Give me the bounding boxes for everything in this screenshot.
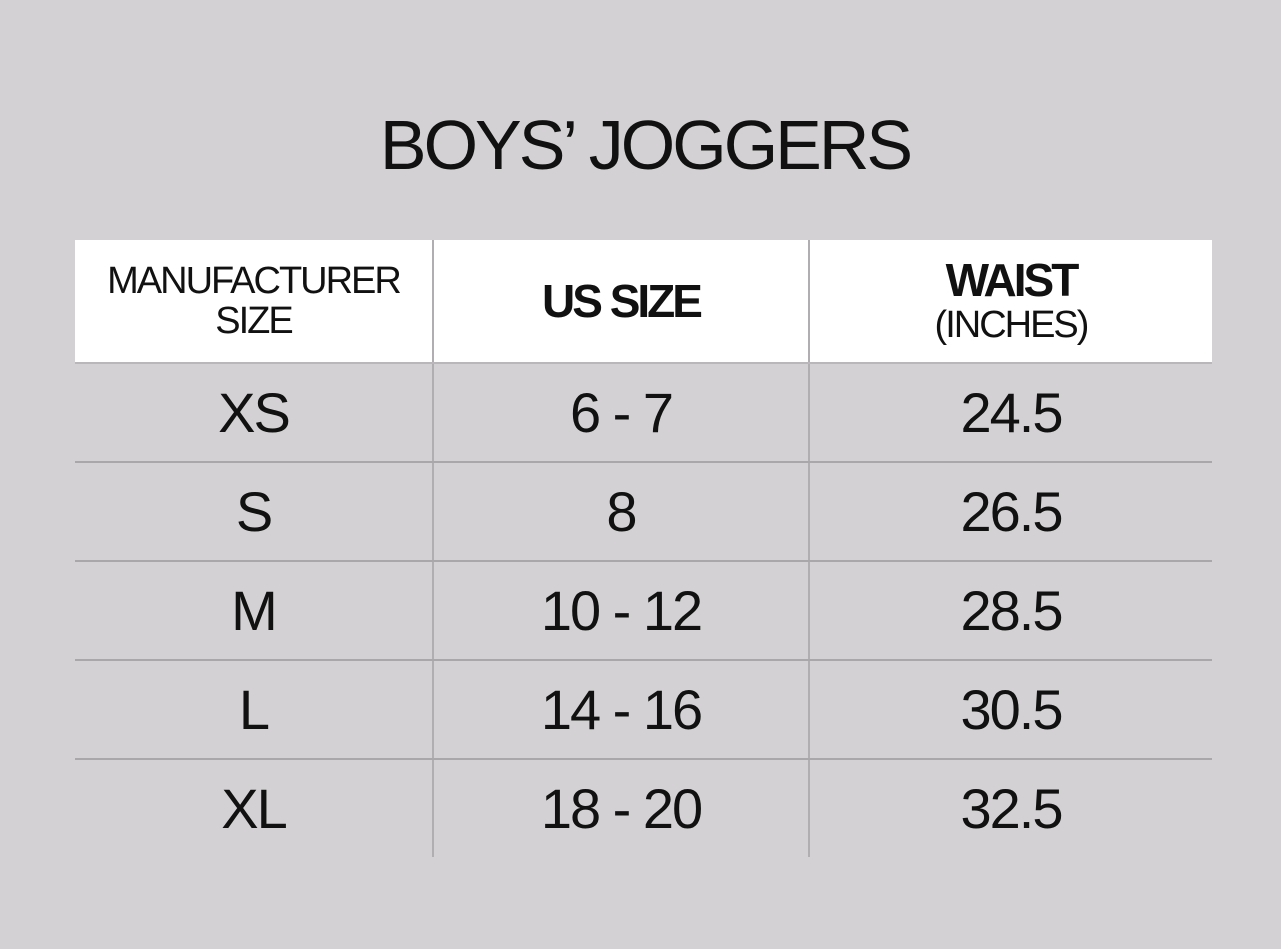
manufacturer-size-cell: M [75, 562, 434, 659]
us-size-cell: 14 - 16 [434, 661, 810, 758]
us-size-cell: 8 [434, 463, 810, 560]
chart-title: BOYS’ JOGGERS [379, 106, 913, 184]
header-label: US SIZE [542, 275, 703, 327]
table-row: S 8 26.5 [75, 463, 1212, 562]
header-waist: WAIST (INCHES) [810, 240, 1212, 362]
table-row: XL 18 - 20 32.5 [75, 760, 1212, 857]
header-row: MANUFACTURER SIZE US SIZE WAIST (INCHES) [75, 240, 1212, 364]
manufacturer-size-cell: XL [75, 760, 434, 857]
size-table: MANUFACTURER SIZE US SIZE WAIST (INCHES)… [75, 240, 1212, 857]
header-us-size: US SIZE [434, 240, 810, 362]
us-size-cell: 18 - 20 [434, 760, 810, 857]
manufacturer-size-cell: S [75, 463, 434, 560]
header-line: MANUFACTURER [107, 260, 402, 302]
waist-cell: 30.5 [960, 678, 1064, 741]
manufacturer-size-cell: L [75, 661, 434, 758]
header-manufacturer-size: MANUFACTURER SIZE [75, 240, 434, 362]
header-line: SIZE [215, 300, 293, 342]
header-label: WAIST [945, 254, 1080, 306]
table-row: M 10 - 12 28.5 [75, 562, 1212, 661]
waist-cell: 24.5 [960, 381, 1064, 444]
table-row: XS 6 - 7 24.5 [75, 364, 1212, 463]
manufacturer-size-cell: XS [75, 364, 434, 461]
us-size-cell: 10 - 12 [434, 562, 810, 659]
us-size-cell: 6 - 7 [434, 364, 810, 461]
waist-cell: 28.5 [960, 579, 1064, 642]
table-row: L 14 - 16 30.5 [75, 661, 1212, 760]
waist-cell: 26.5 [960, 480, 1064, 543]
header-unit: (INCHES) [934, 304, 1090, 346]
waist-cell: 32.5 [960, 777, 1064, 840]
